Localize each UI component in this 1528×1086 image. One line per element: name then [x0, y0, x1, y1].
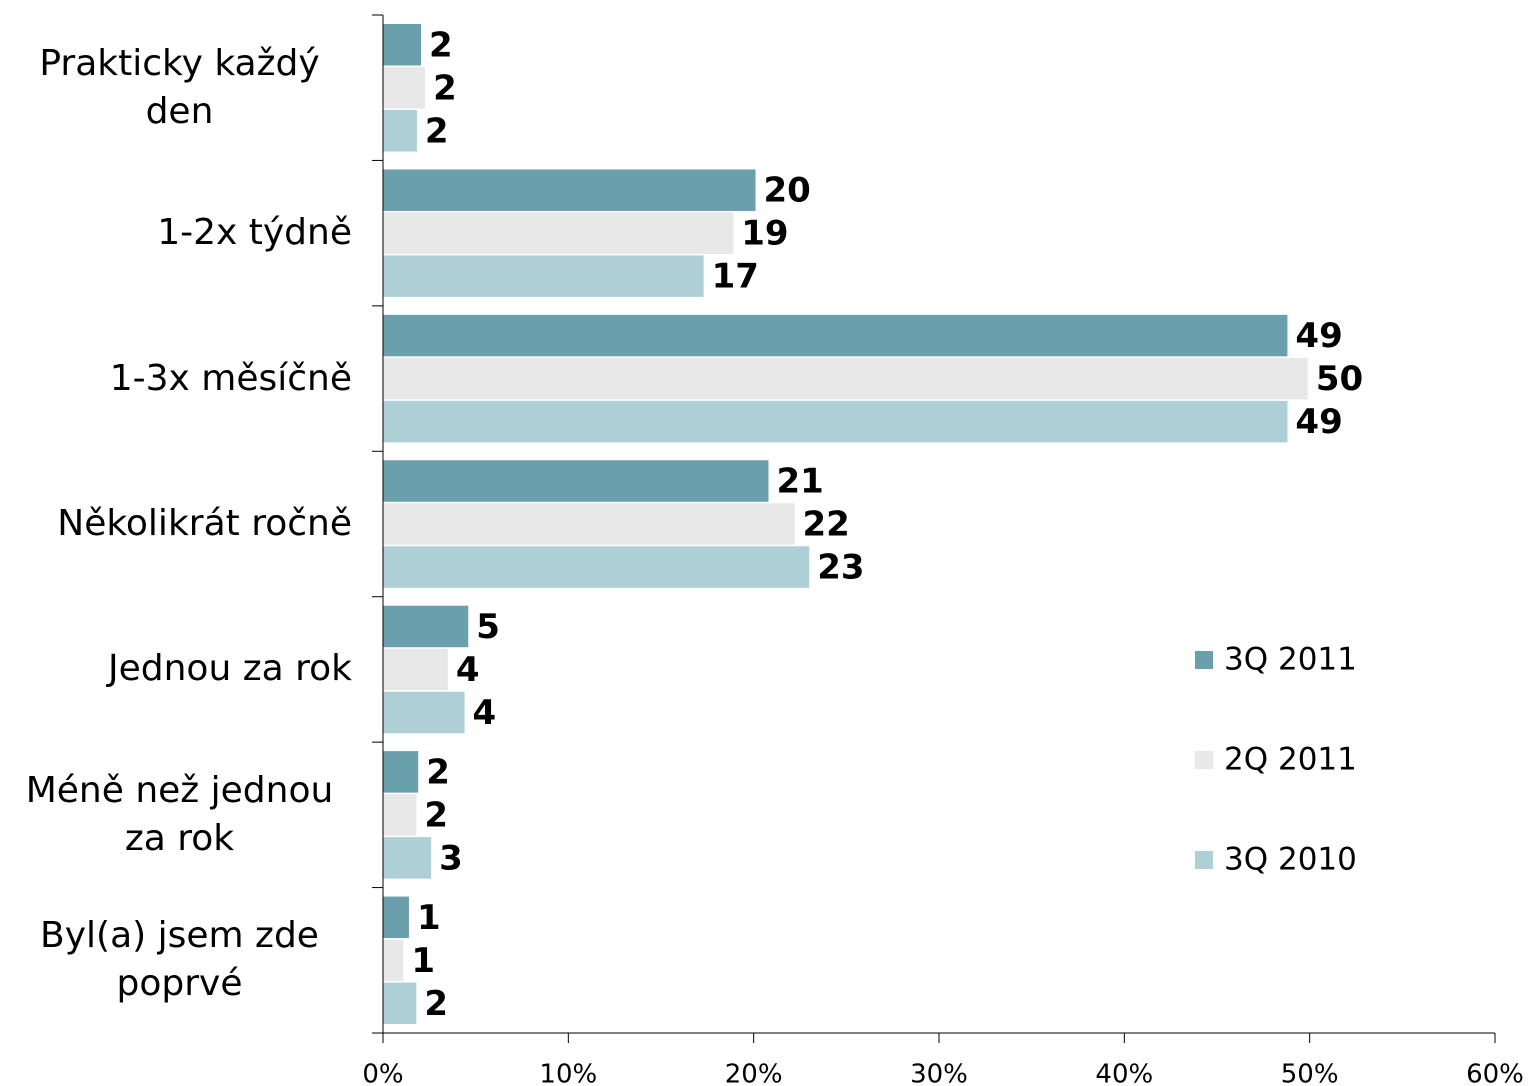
x-tick-label: 50% — [1281, 1060, 1339, 1086]
bar — [383, 503, 795, 545]
bar — [383, 110, 417, 152]
bar — [383, 400, 1288, 443]
legend-swatch — [1195, 751, 1213, 769]
category-text: Byl(a) jsem zde poprvé — [40, 915, 319, 1005]
value-label: 2 — [425, 111, 449, 151]
value-label: 20 — [764, 171, 811, 211]
category-label: 1-2x týdně — [157, 160, 352, 305]
category-text: Prakticky každý den — [39, 42, 320, 132]
bar — [383, 67, 426, 109]
x-tick-label: 10% — [539, 1060, 597, 1086]
bar — [383, 24, 421, 66]
x-tick-label: 60% — [1466, 1060, 1524, 1086]
category-text: 1-2x týdně — [157, 212, 352, 254]
bar — [383, 460, 769, 502]
legend-swatch — [1195, 651, 1213, 669]
bar — [383, 794, 417, 836]
bar — [383, 939, 404, 982]
value-label: 4 — [473, 693, 497, 733]
value-label: 19 — [741, 214, 788, 254]
category-text: Několikrát ročně — [57, 502, 352, 544]
bar — [383, 546, 810, 588]
legend-label: 2Q 2011 — [1224, 742, 1357, 778]
legend-label: 3Q 2010 — [1224, 842, 1357, 878]
value-label: 49 — [1295, 402, 1342, 442]
bar — [383, 169, 756, 211]
value-label: 1 — [417, 898, 441, 938]
category-text: 1-3x měsíčně — [109, 357, 352, 399]
value-label: 1 — [411, 941, 435, 981]
value-label: 2 — [433, 68, 457, 108]
x-tick-label: 20% — [725, 1060, 783, 1086]
value-label: 17 — [712, 257, 759, 297]
bar — [383, 751, 419, 793]
bar — [383, 691, 465, 734]
legend-swatch — [1195, 851, 1213, 869]
bar — [383, 357, 1308, 400]
value-label: 5 — [476, 607, 500, 647]
bar — [383, 605, 469, 648]
value-label: 4 — [456, 650, 480, 690]
value-label: 23 — [817, 548, 864, 588]
value-label: 22 — [802, 505, 849, 545]
category-text: Jednou za rok — [107, 648, 352, 690]
value-label: 2 — [429, 25, 453, 65]
bar — [383, 314, 1288, 357]
x-tick-label: 0% — [362, 1060, 403, 1086]
x-tick-label: 40% — [1095, 1060, 1153, 1086]
bar — [383, 837, 432, 879]
x-tick-label: 30% — [910, 1060, 968, 1086]
category-text: Méně než jednou za rok — [25, 769, 334, 859]
value-label: 21 — [776, 462, 823, 502]
category-label: Jednou za rok — [108, 597, 352, 742]
value-label: 49 — [1295, 316, 1342, 356]
bar — [383, 255, 704, 297]
bar — [383, 896, 409, 939]
legend-label: 3Q 2011 — [1224, 642, 1357, 678]
bar — [383, 982, 417, 1025]
category-label: Byl(a) jsem zde poprvé — [7, 888, 352, 1033]
value-label: 2 — [426, 752, 450, 792]
value-label: 50 — [1316, 359, 1363, 399]
value-label: 3 — [439, 838, 463, 878]
bar — [383, 212, 734, 254]
category-label: 1-3x měsíčně — [110, 306, 352, 451]
value-label: 2 — [424, 984, 448, 1024]
category-label: Prakticky každý den — [7, 15, 352, 160]
category-label: Méně než jednou za rok — [7, 742, 352, 887]
bar — [383, 648, 448, 691]
value-label: 2 — [424, 795, 448, 835]
category-label: Několikrát ročně — [57, 451, 352, 596]
